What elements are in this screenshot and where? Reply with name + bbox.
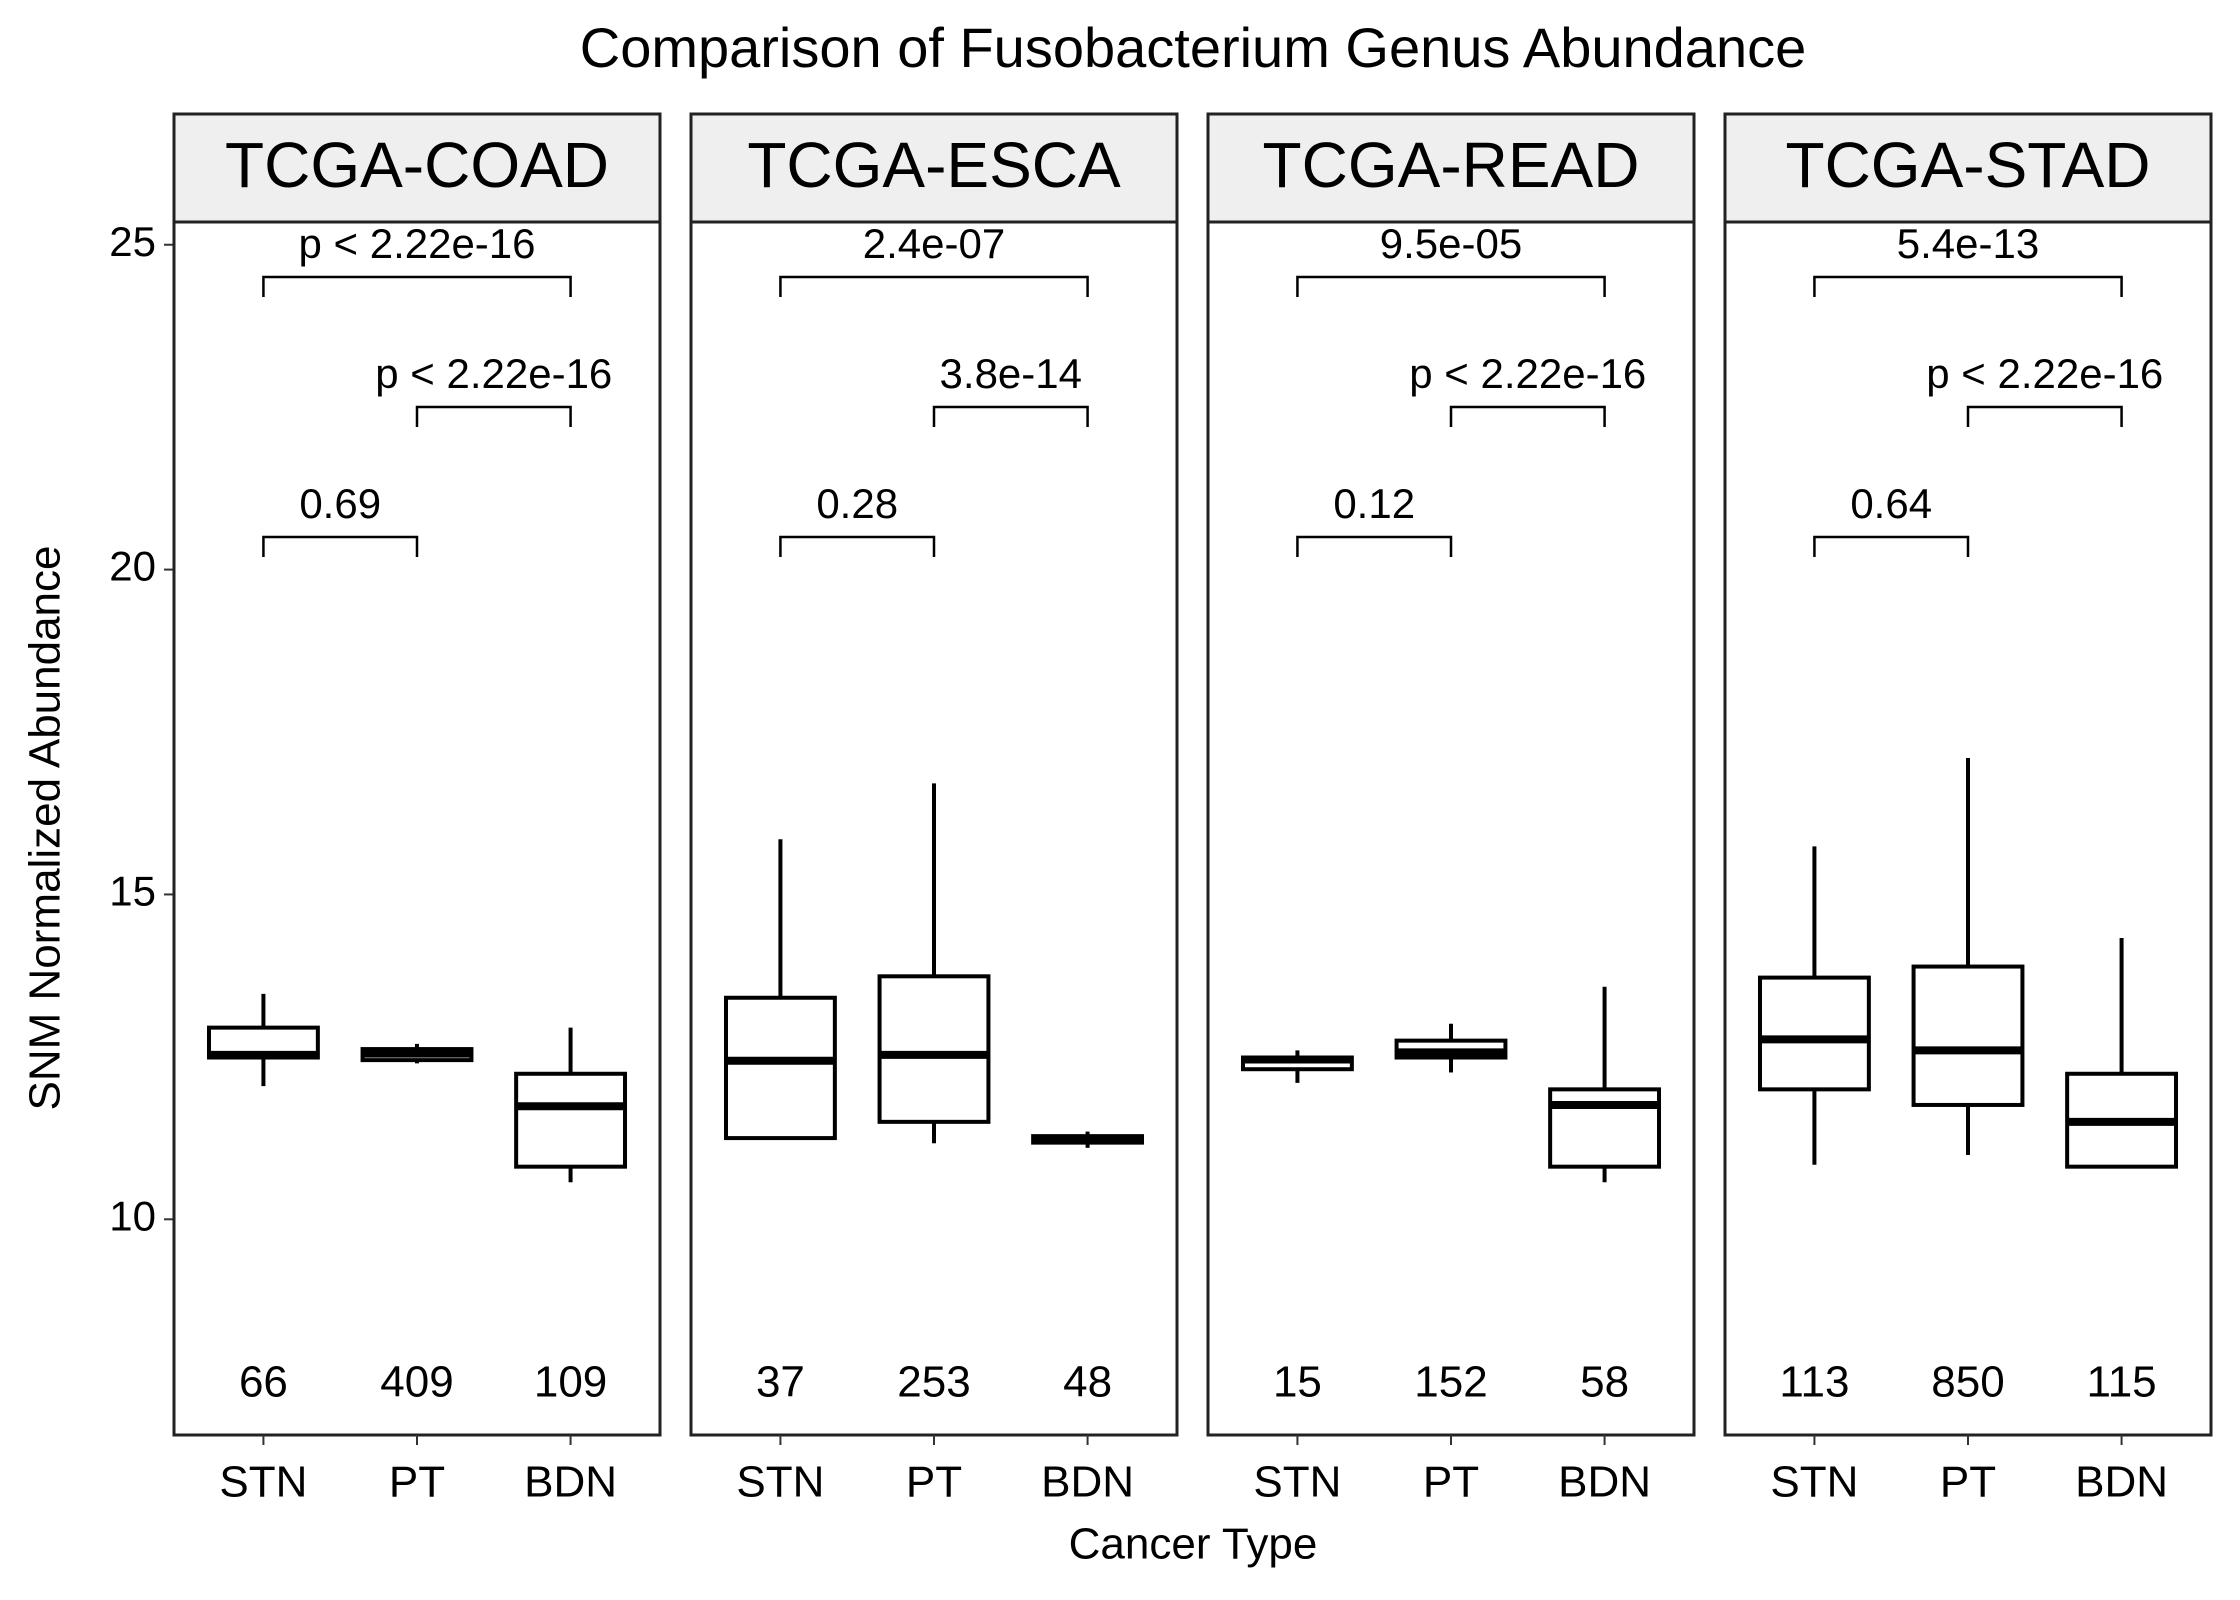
p-value-label: 3.8e-14 (940, 350, 1082, 397)
strip-background (172, 112, 662, 224)
count-label: 152 (1414, 1358, 1487, 1407)
y-tick-label: 20 (109, 543, 156, 590)
x-tick-label: BDN (1041, 1458, 1134, 1507)
p-value-label: p < 2.22e-16 (298, 220, 535, 267)
x-tick-label: PT (389, 1458, 445, 1507)
p-value-label: 0.69 (299, 480, 381, 527)
box (1911, 964, 2025, 1107)
chart-title: Comparison of Fusobacterium Genus Abunda… (580, 16, 1806, 79)
significance-bracket (779, 275, 1089, 297)
significance-bracket (1296, 535, 1453, 557)
y-axis-title: SNM Normalized Abundance (21, 546, 70, 1111)
significance-bracket (262, 535, 419, 557)
box (1757, 975, 1871, 1092)
significance-bracket (932, 405, 1089, 427)
x-tick-label: STN (219, 1458, 307, 1507)
count-label: 48 (1063, 1358, 1112, 1407)
box (723, 995, 837, 1141)
count-label: 66 (239, 1358, 288, 1407)
x-tick-label: STN (736, 1458, 824, 1507)
p-value-label: 0.12 (1333, 480, 1415, 527)
y-tick-label: 25 (109, 218, 156, 265)
count-label: 37 (756, 1358, 805, 1407)
y-tick-label: 10 (109, 1192, 156, 1239)
box (1548, 1087, 1662, 1169)
p-value-label: 0.64 (1850, 480, 1932, 527)
significance-bracket (1449, 405, 1606, 427)
count-label: 850 (1931, 1358, 2004, 1407)
count-label: 115 (2086, 1358, 2156, 1407)
facet-title: TCGA-READ (1263, 129, 1640, 201)
significance-bracket (1813, 275, 2123, 297)
count-label: 109 (534, 1358, 607, 1407)
p-value-label: p < 2.22e-16 (1409, 350, 1646, 397)
count-label: 409 (380, 1358, 453, 1407)
box (877, 974, 991, 1124)
p-value-label: 2.4e-07 (863, 220, 1005, 267)
significance-bracket (779, 535, 936, 557)
strip-background (1723, 112, 2213, 224)
p-value-label: 9.5e-05 (1380, 220, 1522, 267)
x-tick-label: BDN (1558, 1458, 1651, 1507)
x-tick-label: STN (1253, 1458, 1341, 1507)
facet-title: TCGA-COAD (225, 129, 609, 201)
count-label: 253 (897, 1358, 970, 1407)
facet-title: TCGA-ESCA (747, 129, 1121, 201)
x-tick-label: STN (1770, 1458, 1858, 1507)
p-value-label: p < 2.22e-16 (1926, 350, 2163, 397)
x-tick-label: PT (1423, 1458, 1479, 1507)
count-label: 113 (1779, 1358, 1849, 1407)
significance-bracket (262, 275, 572, 297)
panel (172, 220, 662, 1437)
x-axis-title: Cancer Type (1069, 1520, 1318, 1569)
significance-bracket (1813, 535, 1970, 557)
strip-background (689, 112, 1179, 224)
significance-bracket (415, 405, 572, 427)
p-value-label: 5.4e-13 (1897, 220, 2039, 267)
facet-title: TCGA-STAD (1785, 129, 2150, 201)
significance-bracket (1966, 405, 2123, 427)
x-tick-label: PT (906, 1458, 962, 1507)
y-tick-label: 15 (109, 868, 156, 915)
count-label: 15 (1273, 1358, 1322, 1407)
panel (1206, 220, 1696, 1437)
box (514, 1071, 628, 1169)
x-tick-label: PT (1940, 1458, 1996, 1507)
p-value-label: p < 2.22e-16 (375, 350, 612, 397)
count-label: 58 (1580, 1358, 1629, 1407)
p-value-label: 0.28 (816, 480, 898, 527)
significance-bracket (1296, 275, 1606, 297)
x-tick-label: BDN (524, 1458, 617, 1507)
x-tick-label: BDN (2075, 1458, 2168, 1507)
